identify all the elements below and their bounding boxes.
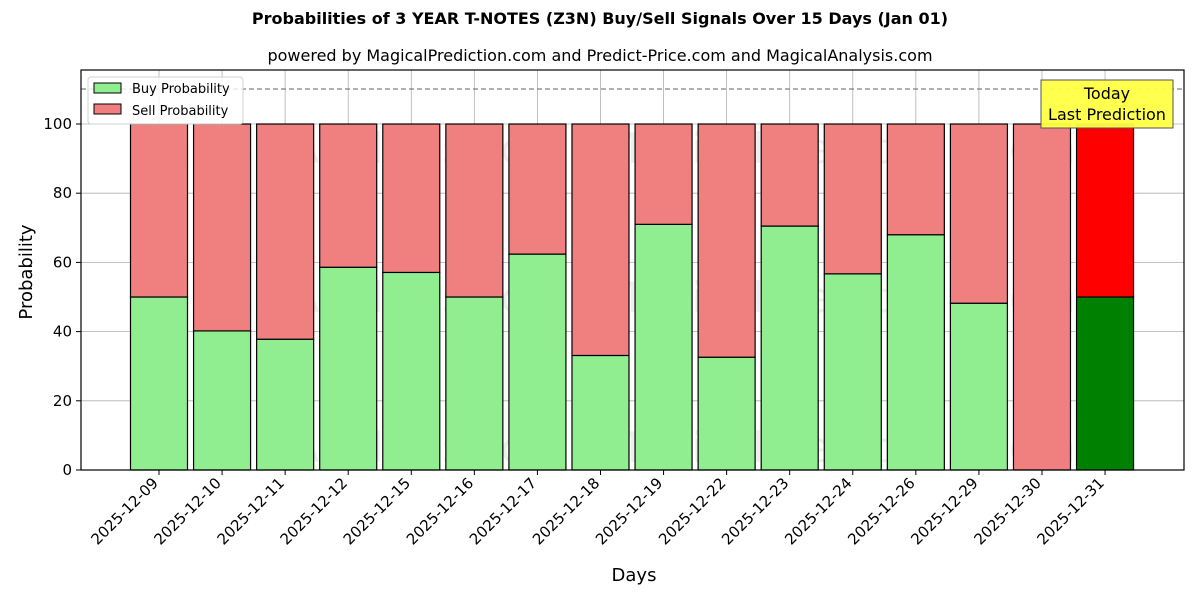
sell-segment [760, 123, 819, 227]
x-tick-label: 2025-12-09 [87, 474, 161, 548]
sell-segment [508, 123, 567, 255]
sell-segment [571, 123, 630, 357]
x-tick-label: 2025-12-18 [529, 474, 603, 548]
bar-2025-12-10 [192, 123, 252, 471]
sell-segment [697, 123, 756, 358]
bar-2025-12-18 [571, 123, 630, 471]
y-tick-label: 100 [43, 115, 72, 133]
legend-sell-swatch [93, 103, 122, 115]
x-tick-label: 2025-12-12 [277, 474, 351, 548]
buy-segment [697, 356, 756, 471]
buy-segment [1075, 296, 1135, 471]
annotation-line2: Last Prediction [1048, 105, 1166, 124]
x-tick-label: 2025-12-26 [844, 474, 918, 548]
legend-buy-label: Buy Probability [132, 82, 230, 97]
x-tick-label: 2025-12-29 [907, 474, 981, 548]
buy-segment [634, 223, 693, 471]
buy-segment [129, 296, 189, 471]
buy-segment [445, 296, 504, 471]
y-tick-label: 40 [53, 323, 72, 341]
bar-2025-12-09 [129, 123, 189, 471]
legend-sell-label: Sell Probability [132, 104, 229, 119]
y-axis-label: Probability [16, 224, 37, 319]
sell-segment [949, 123, 1009, 304]
x-tick-label: 2025-12-22 [655, 474, 729, 548]
x-tick-label: 2025-12-16 [403, 474, 477, 548]
y-tick-label: 20 [53, 392, 72, 410]
x-tick-label: 2025-12-23 [718, 474, 792, 548]
x-axis: 2025-12-092025-12-102025-12-112025-12-12… [87, 470, 1108, 548]
plot-frame [80, 69, 1185, 471]
y-tick-label: 80 [53, 184, 72, 202]
y-tick-label: 0 [62, 461, 72, 479]
chart-title: Probabilities of 3 YEAR T-NOTES (Z3N) Bu… [251, 9, 949, 28]
buy-segment [508, 253, 567, 471]
bar-2025-12-12 [319, 123, 378, 471]
buy-segment [760, 225, 819, 471]
bar-2025-12-15 [382, 123, 441, 471]
bar-2025-12-26 [886, 123, 945, 471]
x-tick-label: 2025-12-10 [151, 474, 225, 548]
x-tick-label: 2025-12-24 [781, 474, 855, 548]
sell-segment [192, 123, 252, 332]
sell-segment [823, 123, 882, 275]
bar-2025-12-31 [1075, 123, 1135, 471]
x-axis-label: Days [612, 565, 657, 586]
legend-buy-swatch [93, 82, 122, 94]
bar-2025-12-29 [949, 123, 1009, 471]
bar-2025-12-23 [760, 123, 819, 471]
sell-segment [1012, 123, 1072, 471]
buy-segment [823, 273, 882, 471]
bar-2025-12-24 [823, 123, 882, 471]
buy-segment [192, 330, 252, 471]
sell-segment [445, 123, 504, 298]
sell-segment [1075, 123, 1135, 298]
bar-2025-12-19 [634, 123, 693, 471]
y-tick-label: 60 [53, 253, 72, 271]
sell-segment [634, 123, 693, 225]
buy-segment [319, 266, 378, 471]
sell-segment [129, 123, 189, 298]
sell-segment [886, 123, 945, 236]
x-tick-label: 2025-12-30 [970, 474, 1044, 548]
bar-2025-12-22 [697, 123, 756, 471]
today-annotation: Today Last Prediction [1040, 79, 1174, 129]
annotation-line1: Today [1083, 84, 1130, 103]
buy-segment [949, 302, 1009, 471]
x-tick-label: 2025-12-19 [592, 474, 666, 548]
x-tick-label: 2025-12-17 [466, 474, 540, 548]
bar-2025-12-11 [256, 123, 315, 471]
sell-segment [256, 123, 315, 340]
x-tick-label: 2025-12-11 [214, 474, 288, 548]
buy-segment [571, 354, 630, 471]
bars [129, 123, 1135, 471]
bar-2025-12-16 [445, 123, 504, 471]
y-axis: 0 20 40 60 80 100 [43, 115, 81, 479]
legend: Buy Probability Sell Probability [87, 76, 244, 125]
buy-segment [886, 234, 945, 471]
buy-segment [382, 271, 441, 471]
buy-segment [256, 338, 315, 471]
sell-segment [382, 123, 441, 274]
bar-2025-12-30 [1012, 123, 1072, 471]
x-tick-label: 2025-12-31 [1033, 474, 1107, 548]
bar-2025-12-17 [508, 123, 567, 471]
chart-subtitle: powered by MagicalPrediction.com and Pre… [267, 46, 933, 65]
sell-segment [319, 123, 378, 268]
x-tick-label: 2025-12-15 [340, 474, 414, 548]
